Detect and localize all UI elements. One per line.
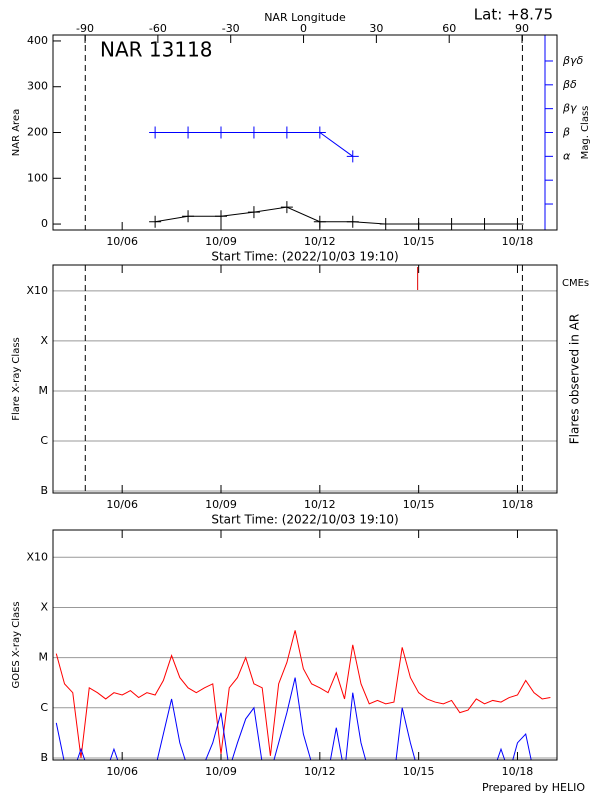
point-marker — [346, 150, 359, 163]
y-tick-label: 0 — [41, 217, 48, 230]
y-axis-title: NAR Area — [11, 109, 22, 156]
y-tick-label: C — [40, 701, 48, 714]
x2-tick-label: 30 — [369, 22, 383, 35]
y2-tick-label: βδ — [562, 78, 577, 91]
point-marker — [445, 218, 458, 231]
point-marker — [149, 215, 162, 228]
y-tick-label: X10 — [26, 550, 48, 563]
y2-axis-title: Flares observed in AR — [568, 314, 582, 444]
x2-tick-label: -90 — [76, 22, 94, 35]
point-marker — [149, 126, 162, 139]
y-tick-label: M — [39, 384, 49, 397]
x-tick-label: 10/15 — [403, 765, 435, 778]
point-marker — [280, 201, 293, 214]
point-marker — [247, 206, 260, 219]
y-tick-label: B — [40, 484, 48, 497]
x-tick-label: 10/18 — [502, 498, 534, 511]
point-marker — [247, 126, 260, 139]
x-axis-title: Start Time: (2022/10/03 19:10) — [211, 513, 398, 527]
y-tick-label: 200 — [27, 126, 48, 139]
point-marker — [182, 126, 195, 139]
x-tick-label: 10/18 — [502, 235, 534, 248]
x-tick-label: 10/15 — [403, 498, 435, 511]
point-marker — [412, 218, 425, 231]
footer: Prepared by HELIO — [482, 781, 585, 794]
y-tick-label: 100 — [27, 171, 48, 184]
y-tick-label: 300 — [27, 80, 48, 93]
annotation: Lat: +8.75 — [474, 6, 553, 24]
x-tick-label: 10/06 — [106, 235, 138, 248]
x-tick-label: 10/09 — [205, 235, 237, 248]
plot-frame — [52, 264, 558, 494]
point-marker — [313, 215, 326, 228]
x-tick-label: 10/12 — [304, 235, 336, 248]
x-tick-label: 10/06 — [106, 498, 138, 511]
y2-axis-title: Mag. Class — [580, 106, 591, 160]
panel: B C M X X10 10/06 10/09 10/12 10/15 10/18 GOES X-r… — [11, 529, 558, 778]
y-tick-label: B — [40, 751, 48, 764]
x2-tick-label: 60 — [442, 22, 456, 35]
cme-label: CMEs — [562, 278, 589, 289]
point-marker — [478, 218, 491, 231]
x-tick-label: 10/09 — [205, 765, 237, 778]
panel: B C M X X10 10/06 10/09 10/12 10/15 10/18 Flares o… — [11, 264, 589, 527]
y-tick-label: X — [40, 600, 48, 613]
point-marker — [182, 210, 195, 223]
point-marker — [215, 210, 227, 223]
point-marker — [313, 126, 326, 139]
x2-tick-label: -30 — [222, 22, 240, 35]
y-tick-label: C — [40, 434, 48, 447]
x-tick-label: 10/18 — [502, 765, 534, 778]
point-marker — [280, 126, 293, 139]
y2-tick-label: βγδ — [562, 54, 584, 67]
plot-frame — [52, 34, 558, 231]
plot-area — [55, 630, 551, 760]
y-tick-label: X10 — [26, 284, 48, 297]
x2-tick-label: -60 — [149, 22, 167, 35]
x-tick-label: 10/12 — [304, 498, 336, 511]
point-marker — [346, 215, 359, 228]
x2-tick-label: 0 — [300, 22, 307, 35]
plot-frame — [52, 529, 558, 761]
y-axis-title: GOES X-ray Class — [11, 601, 22, 688]
series-line — [55, 677, 532, 760]
point-marker — [379, 218, 392, 231]
point-marker — [511, 218, 524, 231]
x-tick-label: 10/09 — [205, 498, 237, 511]
x-axis-title: Start Time: (2022/10/03 19:10) — [211, 250, 398, 264]
series-line — [55, 630, 551, 759]
y-tick-label: 400 — [27, 34, 48, 47]
y-tick-label: X — [40, 334, 48, 347]
x2-axis-title: NAR Longitude — [264, 11, 346, 24]
x-tick-label: 10/06 — [106, 765, 138, 778]
x-tick-label: 10/15 — [403, 235, 435, 248]
point-marker — [215, 126, 227, 139]
x-tick-label: 10/12 — [304, 765, 336, 778]
y2-tick-label: α — [563, 149, 571, 162]
x2-tick-label: 90 — [515, 22, 529, 35]
y2-tick-label: βγ — [562, 102, 577, 115]
chart-title: NAR 13118 — [100, 38, 213, 62]
y-tick-label: M — [39, 651, 49, 664]
y2-tick-label: β — [562, 126, 570, 139]
y-axis-title: Flare X-ray Class — [11, 337, 22, 421]
